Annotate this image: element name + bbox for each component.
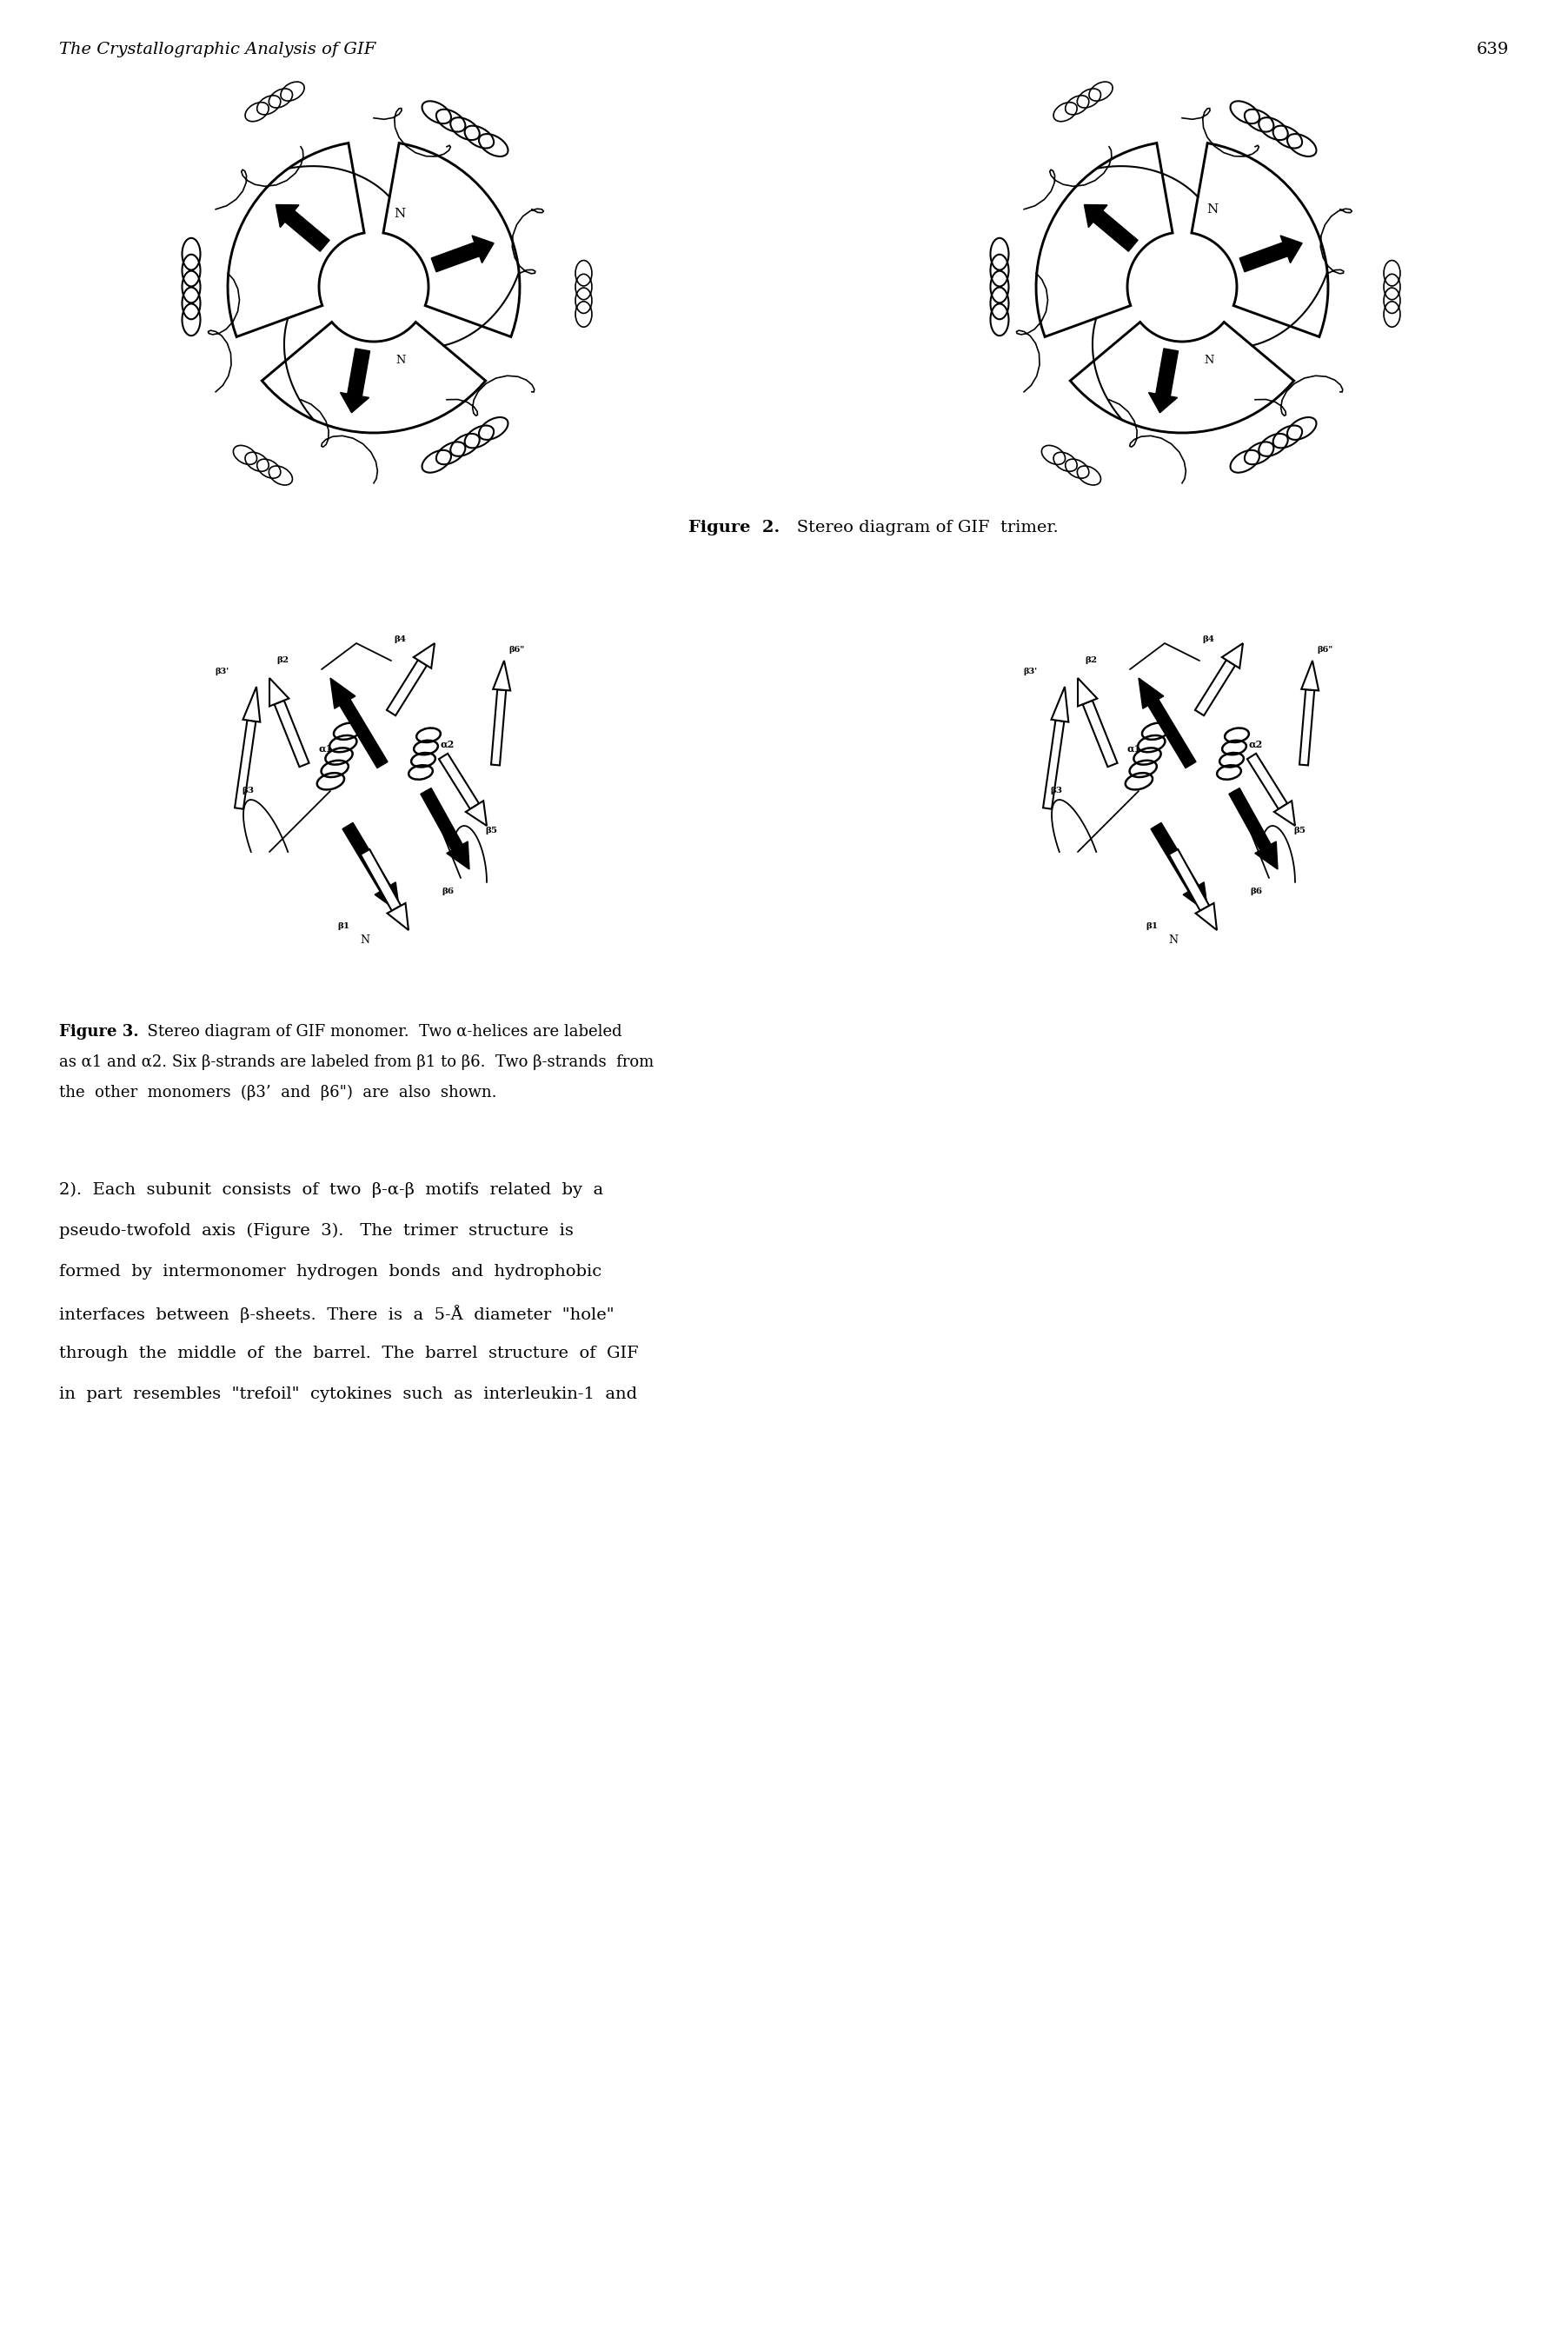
Polygon shape bbox=[1168, 850, 1209, 911]
Text: β3: β3 bbox=[1051, 786, 1062, 796]
Polygon shape bbox=[270, 678, 289, 706]
Polygon shape bbox=[491, 690, 506, 765]
Text: N: N bbox=[1168, 934, 1178, 946]
Polygon shape bbox=[331, 678, 356, 709]
Polygon shape bbox=[1071, 322, 1294, 432]
Text: Figure 3.: Figure 3. bbox=[60, 1023, 138, 1040]
Text: β2: β2 bbox=[276, 657, 289, 664]
Polygon shape bbox=[472, 235, 494, 263]
Text: Stereo diagram of GIF monomer.  Two α-helices are labeled: Stereo diagram of GIF monomer. Two α-hel… bbox=[138, 1023, 622, 1040]
Text: β4: β4 bbox=[1203, 636, 1214, 643]
Text: β1: β1 bbox=[1146, 922, 1157, 929]
Polygon shape bbox=[1036, 143, 1173, 338]
Text: α1: α1 bbox=[1127, 744, 1142, 753]
Text: N: N bbox=[361, 934, 370, 946]
Text: N: N bbox=[1204, 354, 1214, 366]
Text: the  other  monomers  (β3’  and  β6")  are  also  shown.: the other monomers (β3’ and β6") are als… bbox=[60, 1084, 497, 1101]
Text: pseudo-twofold  axis  (Figure  3).   The  trimer  structure  is: pseudo-twofold axis (Figure 3). The trim… bbox=[60, 1223, 574, 1239]
Polygon shape bbox=[387, 660, 426, 716]
Polygon shape bbox=[414, 643, 434, 669]
Polygon shape bbox=[1148, 699, 1196, 767]
Polygon shape bbox=[1051, 688, 1068, 723]
Text: Stereo diagram of GIF  trimer.: Stereo diagram of GIF trimer. bbox=[781, 519, 1058, 535]
Polygon shape bbox=[439, 753, 478, 810]
Text: β3: β3 bbox=[241, 786, 254, 796]
Polygon shape bbox=[1043, 721, 1065, 810]
Polygon shape bbox=[1093, 211, 1138, 251]
Polygon shape bbox=[420, 789, 463, 850]
Text: β5: β5 bbox=[485, 826, 497, 833]
Text: β6: β6 bbox=[1250, 887, 1262, 894]
Text: β1: β1 bbox=[337, 922, 350, 929]
Polygon shape bbox=[1195, 660, 1236, 716]
Polygon shape bbox=[431, 242, 480, 272]
Text: β5: β5 bbox=[1294, 826, 1306, 833]
Polygon shape bbox=[274, 699, 309, 767]
Polygon shape bbox=[492, 660, 510, 690]
Polygon shape bbox=[340, 392, 368, 413]
Polygon shape bbox=[262, 322, 486, 432]
Polygon shape bbox=[1281, 235, 1301, 263]
Polygon shape bbox=[447, 843, 469, 868]
Text: N: N bbox=[394, 209, 406, 221]
Polygon shape bbox=[361, 850, 401, 911]
Polygon shape bbox=[342, 824, 390, 892]
Polygon shape bbox=[340, 699, 387, 767]
Polygon shape bbox=[1138, 678, 1163, 709]
Polygon shape bbox=[227, 143, 364, 338]
Text: 2).  Each  subunit  consists  of  two  β-α-β  motifs  related  by  a: 2). Each subunit consists of two β-α-β m… bbox=[60, 1183, 604, 1197]
Polygon shape bbox=[1300, 690, 1314, 765]
Text: N: N bbox=[397, 354, 406, 366]
Text: α2: α2 bbox=[441, 739, 455, 749]
Polygon shape bbox=[1195, 904, 1217, 929]
Text: formed  by  intermonomer  hydrogen  bonds  and  hydrophobic: formed by intermonomer hydrogen bonds an… bbox=[60, 1265, 602, 1279]
Polygon shape bbox=[1149, 392, 1178, 413]
Text: α1: α1 bbox=[318, 744, 332, 753]
Polygon shape bbox=[1247, 753, 1287, 810]
Text: β2: β2 bbox=[1085, 657, 1098, 664]
Text: β3': β3' bbox=[1022, 667, 1036, 676]
Text: β4: β4 bbox=[394, 636, 406, 643]
Polygon shape bbox=[1229, 789, 1270, 850]
Text: α2: α2 bbox=[1248, 739, 1264, 749]
Polygon shape bbox=[1082, 699, 1118, 767]
Polygon shape bbox=[1240, 242, 1287, 272]
Polygon shape bbox=[466, 800, 486, 826]
Text: β3': β3' bbox=[215, 667, 229, 676]
Text: β6: β6 bbox=[442, 887, 453, 894]
Text: N: N bbox=[1207, 204, 1218, 216]
Polygon shape bbox=[1156, 347, 1178, 397]
Polygon shape bbox=[1275, 800, 1295, 826]
Polygon shape bbox=[1221, 643, 1243, 669]
Text: Figure  2.: Figure 2. bbox=[688, 519, 779, 535]
Polygon shape bbox=[1184, 882, 1209, 913]
Polygon shape bbox=[1254, 843, 1278, 868]
Text: as α1 and α2. Six β-strands are labeled from β1 to β6.  Two β-strands  from: as α1 and α2. Six β-strands are labeled … bbox=[60, 1054, 654, 1070]
Polygon shape bbox=[1077, 678, 1098, 706]
Polygon shape bbox=[285, 211, 329, 251]
Polygon shape bbox=[387, 904, 409, 929]
Polygon shape bbox=[1301, 660, 1319, 690]
Polygon shape bbox=[383, 143, 519, 338]
Text: 639: 639 bbox=[1477, 42, 1508, 56]
Polygon shape bbox=[235, 721, 256, 810]
Polygon shape bbox=[1192, 143, 1328, 338]
Text: through  the  middle  of  the  barrel.  The  barrel  structure  of  GIF: through the middle of the barrel. The ba… bbox=[60, 1345, 638, 1361]
Polygon shape bbox=[348, 347, 370, 397]
Text: β6": β6" bbox=[510, 645, 525, 655]
Text: The Crystallographic Analysis of GIF: The Crystallographic Analysis of GIF bbox=[60, 42, 376, 56]
Text: interfaces  between  β-sheets.  There  is  a  5-Å  diameter  "hole": interfaces between β-sheets. There is a … bbox=[60, 1305, 615, 1324]
Polygon shape bbox=[1151, 824, 1200, 892]
Text: β6": β6" bbox=[1317, 645, 1333, 655]
Polygon shape bbox=[276, 204, 299, 228]
Polygon shape bbox=[1083, 204, 1107, 228]
Polygon shape bbox=[375, 882, 400, 913]
Text: in  part  resembles  "trefoil"  cytokines  such  as  interleukin-1  and: in part resembles "trefoil" cytokines su… bbox=[60, 1387, 637, 1401]
Polygon shape bbox=[243, 688, 260, 723]
